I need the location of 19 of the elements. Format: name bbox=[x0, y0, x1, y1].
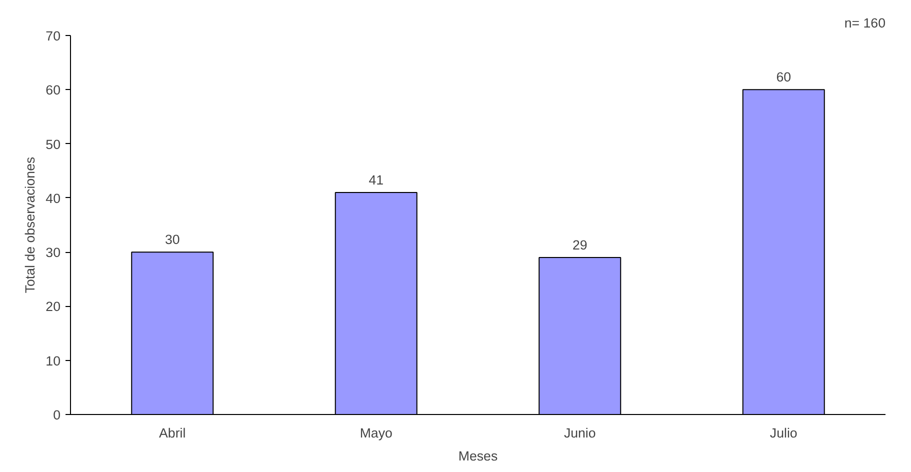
y-tick-label: 70 bbox=[46, 28, 61, 44]
x-tick-label: Abril bbox=[159, 426, 186, 440]
y-axis-title: Total de observaciones bbox=[22, 156, 38, 294]
x-tick-label: Julio bbox=[770, 426, 798, 440]
y-tick-label: 20 bbox=[46, 299, 61, 314]
y-tick-label: 60 bbox=[46, 82, 61, 98]
data-label: 30 bbox=[164, 232, 180, 248]
text: n= 160 bbox=[844, 16, 886, 30]
y-tick-label: 10 bbox=[46, 353, 61, 368]
x-axis-title: Meses bbox=[458, 448, 498, 464]
y-tick-label: 0 bbox=[53, 408, 61, 422]
data-label: 60 bbox=[776, 70, 792, 85]
x-tick-label: Junio bbox=[564, 426, 596, 440]
data-label: 29 bbox=[572, 237, 588, 252]
y-tick-label: 50 bbox=[46, 136, 61, 152]
x-tick-label: Mayo bbox=[360, 426, 392, 440]
y-tick-label: 30 bbox=[46, 245, 61, 260]
y-tick-label: 40 bbox=[46, 190, 61, 206]
data-label: 41 bbox=[368, 172, 384, 188]
